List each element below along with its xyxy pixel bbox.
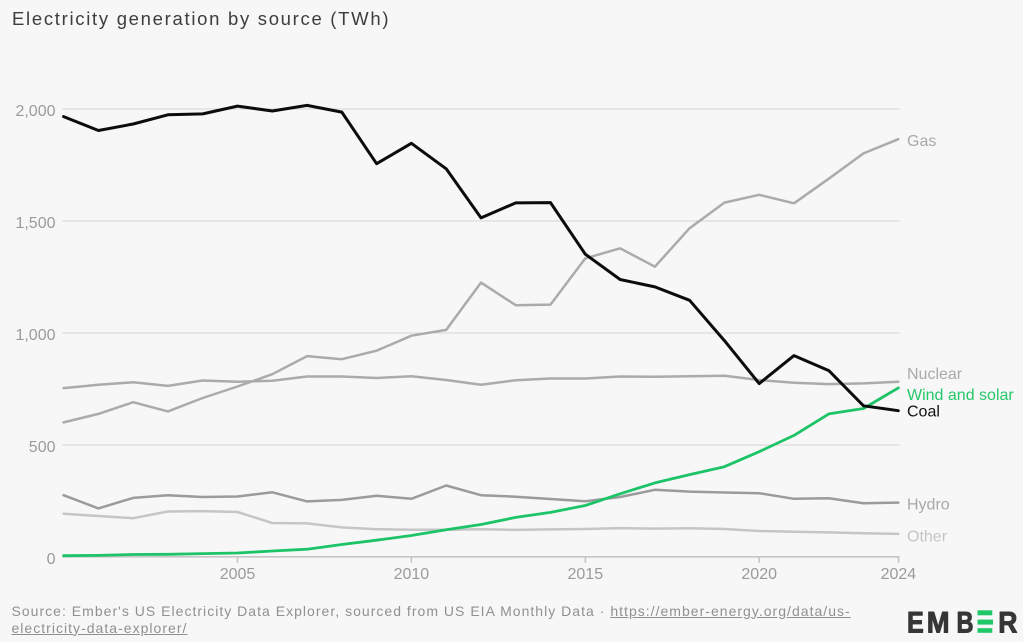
- svg-text:B: B: [957, 606, 974, 639]
- svg-text:2010: 2010: [394, 566, 430, 583]
- svg-text:Wind and solar: Wind and solar: [907, 387, 1014, 404]
- svg-text:Other: Other: [907, 528, 948, 545]
- svg-text:2005: 2005: [220, 566, 256, 583]
- svg-text:2,000: 2,000: [15, 103, 55, 120]
- svg-text:2024: 2024: [881, 566, 917, 583]
- svg-text:1,500: 1,500: [15, 215, 55, 232]
- svg-text:E: E: [907, 606, 924, 639]
- svg-text:R: R: [998, 606, 1017, 639]
- svg-text:500: 500: [29, 439, 56, 456]
- svg-text:M: M: [927, 606, 950, 639]
- svg-text:Gas: Gas: [907, 133, 936, 150]
- svg-text:1,000: 1,000: [15, 327, 55, 344]
- svg-text:Coal: Coal: [907, 404, 940, 421]
- svg-text:Nuclear: Nuclear: [907, 366, 963, 383]
- svg-text:0: 0: [47, 551, 56, 568]
- svg-text:2020: 2020: [741, 566, 777, 583]
- svg-text:2015: 2015: [568, 566, 604, 583]
- svg-text:Hydro: Hydro: [907, 497, 950, 514]
